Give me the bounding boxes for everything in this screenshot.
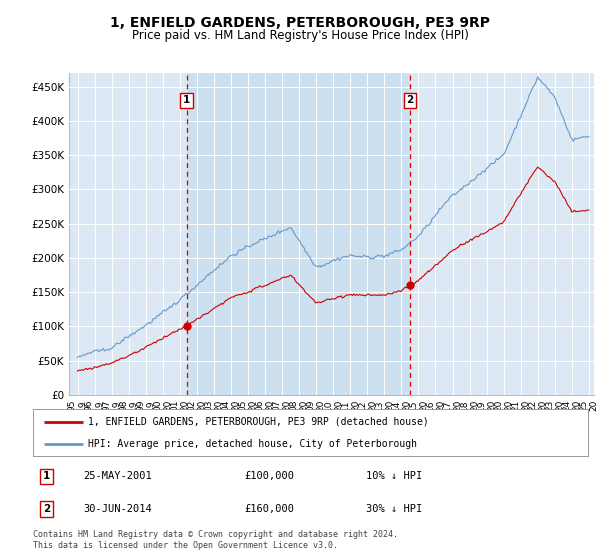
Text: Contains HM Land Registry data © Crown copyright and database right 2024.: Contains HM Land Registry data © Crown c…	[33, 530, 398, 539]
Text: 1, ENFIELD GARDENS, PETERBOROUGH, PE3 9RP: 1, ENFIELD GARDENS, PETERBOROUGH, PE3 9R…	[110, 16, 490, 30]
Bar	[187, 73, 410, 395]
Text: Price paid vs. HM Land Registry's House Price Index (HPI): Price paid vs. HM Land Registry's House …	[131, 29, 469, 42]
Text: HPI: Average price, detached house, City of Peterborough: HPI: Average price, detached house, City…	[89, 438, 418, 449]
Text: 1, ENFIELD GARDENS, PETERBOROUGH, PE3 9RP (detached house): 1, ENFIELD GARDENS, PETERBOROUGH, PE3 9R…	[89, 417, 429, 427]
Text: £160,000: £160,000	[244, 503, 294, 514]
Text: 2: 2	[43, 503, 50, 514]
Text: 10% ↓ HPI: 10% ↓ HPI	[366, 472, 422, 482]
Text: 1: 1	[43, 472, 50, 482]
Text: 2: 2	[406, 95, 413, 105]
Text: 25-MAY-2001: 25-MAY-2001	[83, 472, 152, 482]
Text: 1: 1	[183, 95, 190, 105]
Text: This data is licensed under the Open Government Licence v3.0.: This data is licensed under the Open Gov…	[33, 541, 338, 550]
Text: £100,000: £100,000	[244, 472, 294, 482]
Text: 30% ↓ HPI: 30% ↓ HPI	[366, 503, 422, 514]
Text: 30-JUN-2014: 30-JUN-2014	[83, 503, 152, 514]
